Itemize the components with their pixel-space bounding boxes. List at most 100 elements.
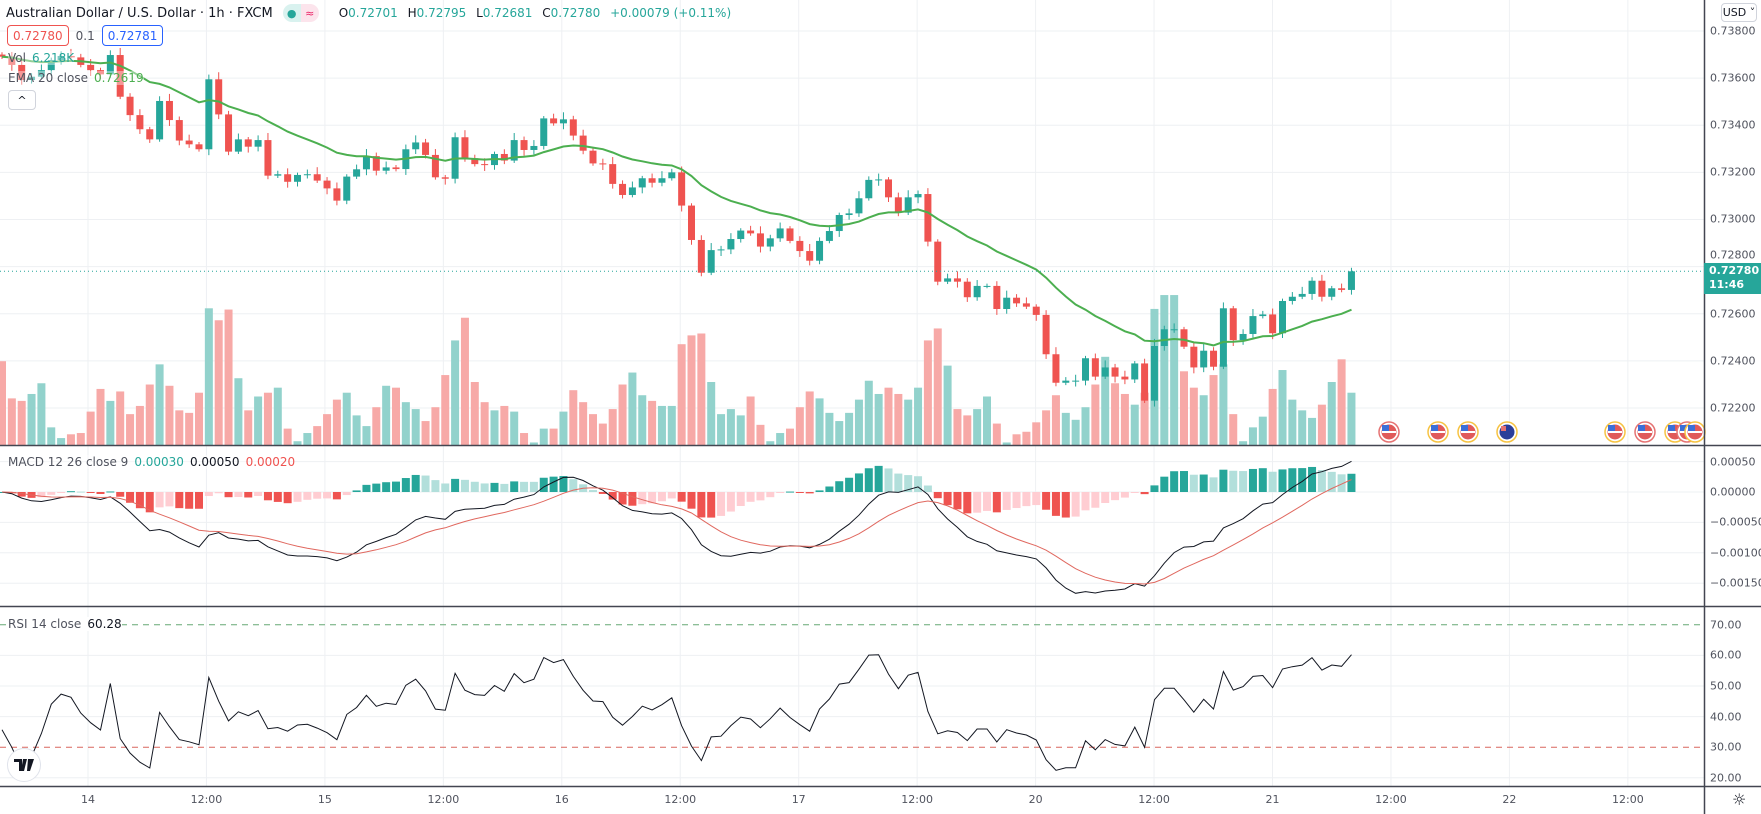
volume-bar <box>372 407 381 445</box>
candle-body <box>1279 300 1286 334</box>
flag-stripe <box>1461 431 1475 433</box>
volume-bar <box>1209 375 1218 445</box>
macd-legend[interactable]: MACD 12 26 close 9 0.00030 0.00050 0.00020 <box>8 455 296 469</box>
volume-bar <box>470 382 479 445</box>
price-axis-label: 0.73800 <box>1710 24 1756 38</box>
candle-body <box>747 230 755 234</box>
macd-histogram-bar <box>1327 471 1336 492</box>
candle-body <box>825 231 833 241</box>
candle-body <box>520 140 528 150</box>
collapse-legend-button[interactable]: ^ <box>8 90 36 110</box>
volume-bar <box>116 391 125 445</box>
volume-bar <box>204 308 213 445</box>
macd-histogram-bar <box>17 492 26 497</box>
tradingview-logo[interactable] <box>7 748 41 782</box>
volume-bar <box>37 383 46 445</box>
volume-bar <box>1061 412 1070 445</box>
candle-body <box>609 164 617 184</box>
volume-bar <box>234 378 243 445</box>
volume-bar <box>1032 422 1041 445</box>
volume-bar <box>657 405 666 445</box>
candle <box>1032 304 1040 321</box>
candle <box>195 141 203 152</box>
candle <box>1229 305 1237 346</box>
price-axis-label: 0.72400 <box>1710 354 1756 368</box>
macd-histogram-bar <box>273 492 282 502</box>
macd-histogram-bar <box>283 492 292 504</box>
candle-body <box>254 140 262 147</box>
volume-bar <box>1130 404 1139 445</box>
sell-button[interactable]: 0.72780 <box>7 25 69 46</box>
volume-bar <box>254 396 263 445</box>
candle-body <box>638 178 646 188</box>
volume-bar <box>648 400 657 445</box>
volume-bar <box>421 421 430 445</box>
time-axis-label: 16 <box>554 793 569 806</box>
volume-bar <box>57 438 66 445</box>
candle-body <box>1347 271 1355 290</box>
candle-body <box>313 174 321 181</box>
currency-dropdown[interactable]: USD ˅ <box>1721 3 1757 22</box>
candle <box>353 164 361 179</box>
macd-histogram-bar <box>234 492 243 498</box>
candle <box>1022 297 1030 310</box>
volume-bar <box>707 382 716 445</box>
candle <box>1180 326 1188 350</box>
price-axis-label: 20.00 <box>1710 771 1742 785</box>
event-markers[interactable] <box>1378 421 1706 443</box>
volume-bar <box>579 402 588 445</box>
macd-histogram-bar <box>332 492 341 500</box>
macd-histogram-bar <box>845 477 854 492</box>
candle-body <box>8 56 16 65</box>
volume-bar <box>1012 434 1021 445</box>
ohlc-values: O0.72701 H0.72795 L0.72681 C0.72780 +0.0… <box>338 6 732 20</box>
candle <box>441 174 449 185</box>
candle <box>855 191 863 217</box>
candle-body <box>865 179 873 199</box>
candle-body <box>806 251 814 261</box>
market-status[interactable]: ● ≈ <box>282 4 319 22</box>
macd-histogram-bar <box>116 492 125 497</box>
volume-bar <box>490 410 499 445</box>
data-delay-icon: ≈ <box>300 4 319 22</box>
volume-bar <box>776 433 785 445</box>
candle <box>1259 310 1267 319</box>
macd-histogram-bar <box>57 492 66 493</box>
settings-gear-icon[interactable]: ☼ <box>1732 790 1747 809</box>
candle <box>392 165 400 172</box>
candle <box>885 177 892 203</box>
candle-body <box>707 250 715 273</box>
volume-bar <box>677 344 686 445</box>
symbol-title[interactable]: Australian Dollar / U.S. Dollar · 1h · F… <box>6 5 273 21</box>
macd-histogram-bar <box>313 492 322 499</box>
macd-histogram-bar <box>1101 492 1110 503</box>
candle <box>67 48 75 61</box>
rsi-legend[interactable]: RSI 14 close 60.28 <box>8 617 122 631</box>
candle <box>737 228 745 243</box>
candle-body <box>619 183 627 195</box>
volume-legend[interactable]: Vol 6.218K <box>8 51 75 65</box>
event-au-flag-icon <box>1496 421 1518 443</box>
macd-histogram-bar <box>224 492 233 498</box>
ema-legend[interactable]: EMA 20 close 0.72619 <box>8 71 144 85</box>
flag-stripe <box>1382 431 1396 433</box>
candle-body <box>1180 329 1188 347</box>
volume-bar <box>943 365 952 445</box>
candle-body <box>1022 303 1030 307</box>
low-value: 0.72681 <box>482 6 533 20</box>
candle <box>1131 361 1139 383</box>
candle <box>28 73 36 84</box>
buy-button[interactable]: 0.72781 <box>101 25 164 46</box>
volume-bar <box>392 387 400 445</box>
macd-histogram-bar <box>1239 471 1248 492</box>
candle-body <box>1062 380 1070 383</box>
candle <box>806 243 814 266</box>
candle <box>776 222 784 242</box>
volume-bar <box>1170 295 1179 445</box>
macd-histogram-bar <box>992 492 1001 513</box>
candle <box>1003 290 1011 314</box>
macd-histogram-bar <box>667 492 676 499</box>
volume-bar <box>1327 382 1336 445</box>
candle-body <box>422 142 430 155</box>
